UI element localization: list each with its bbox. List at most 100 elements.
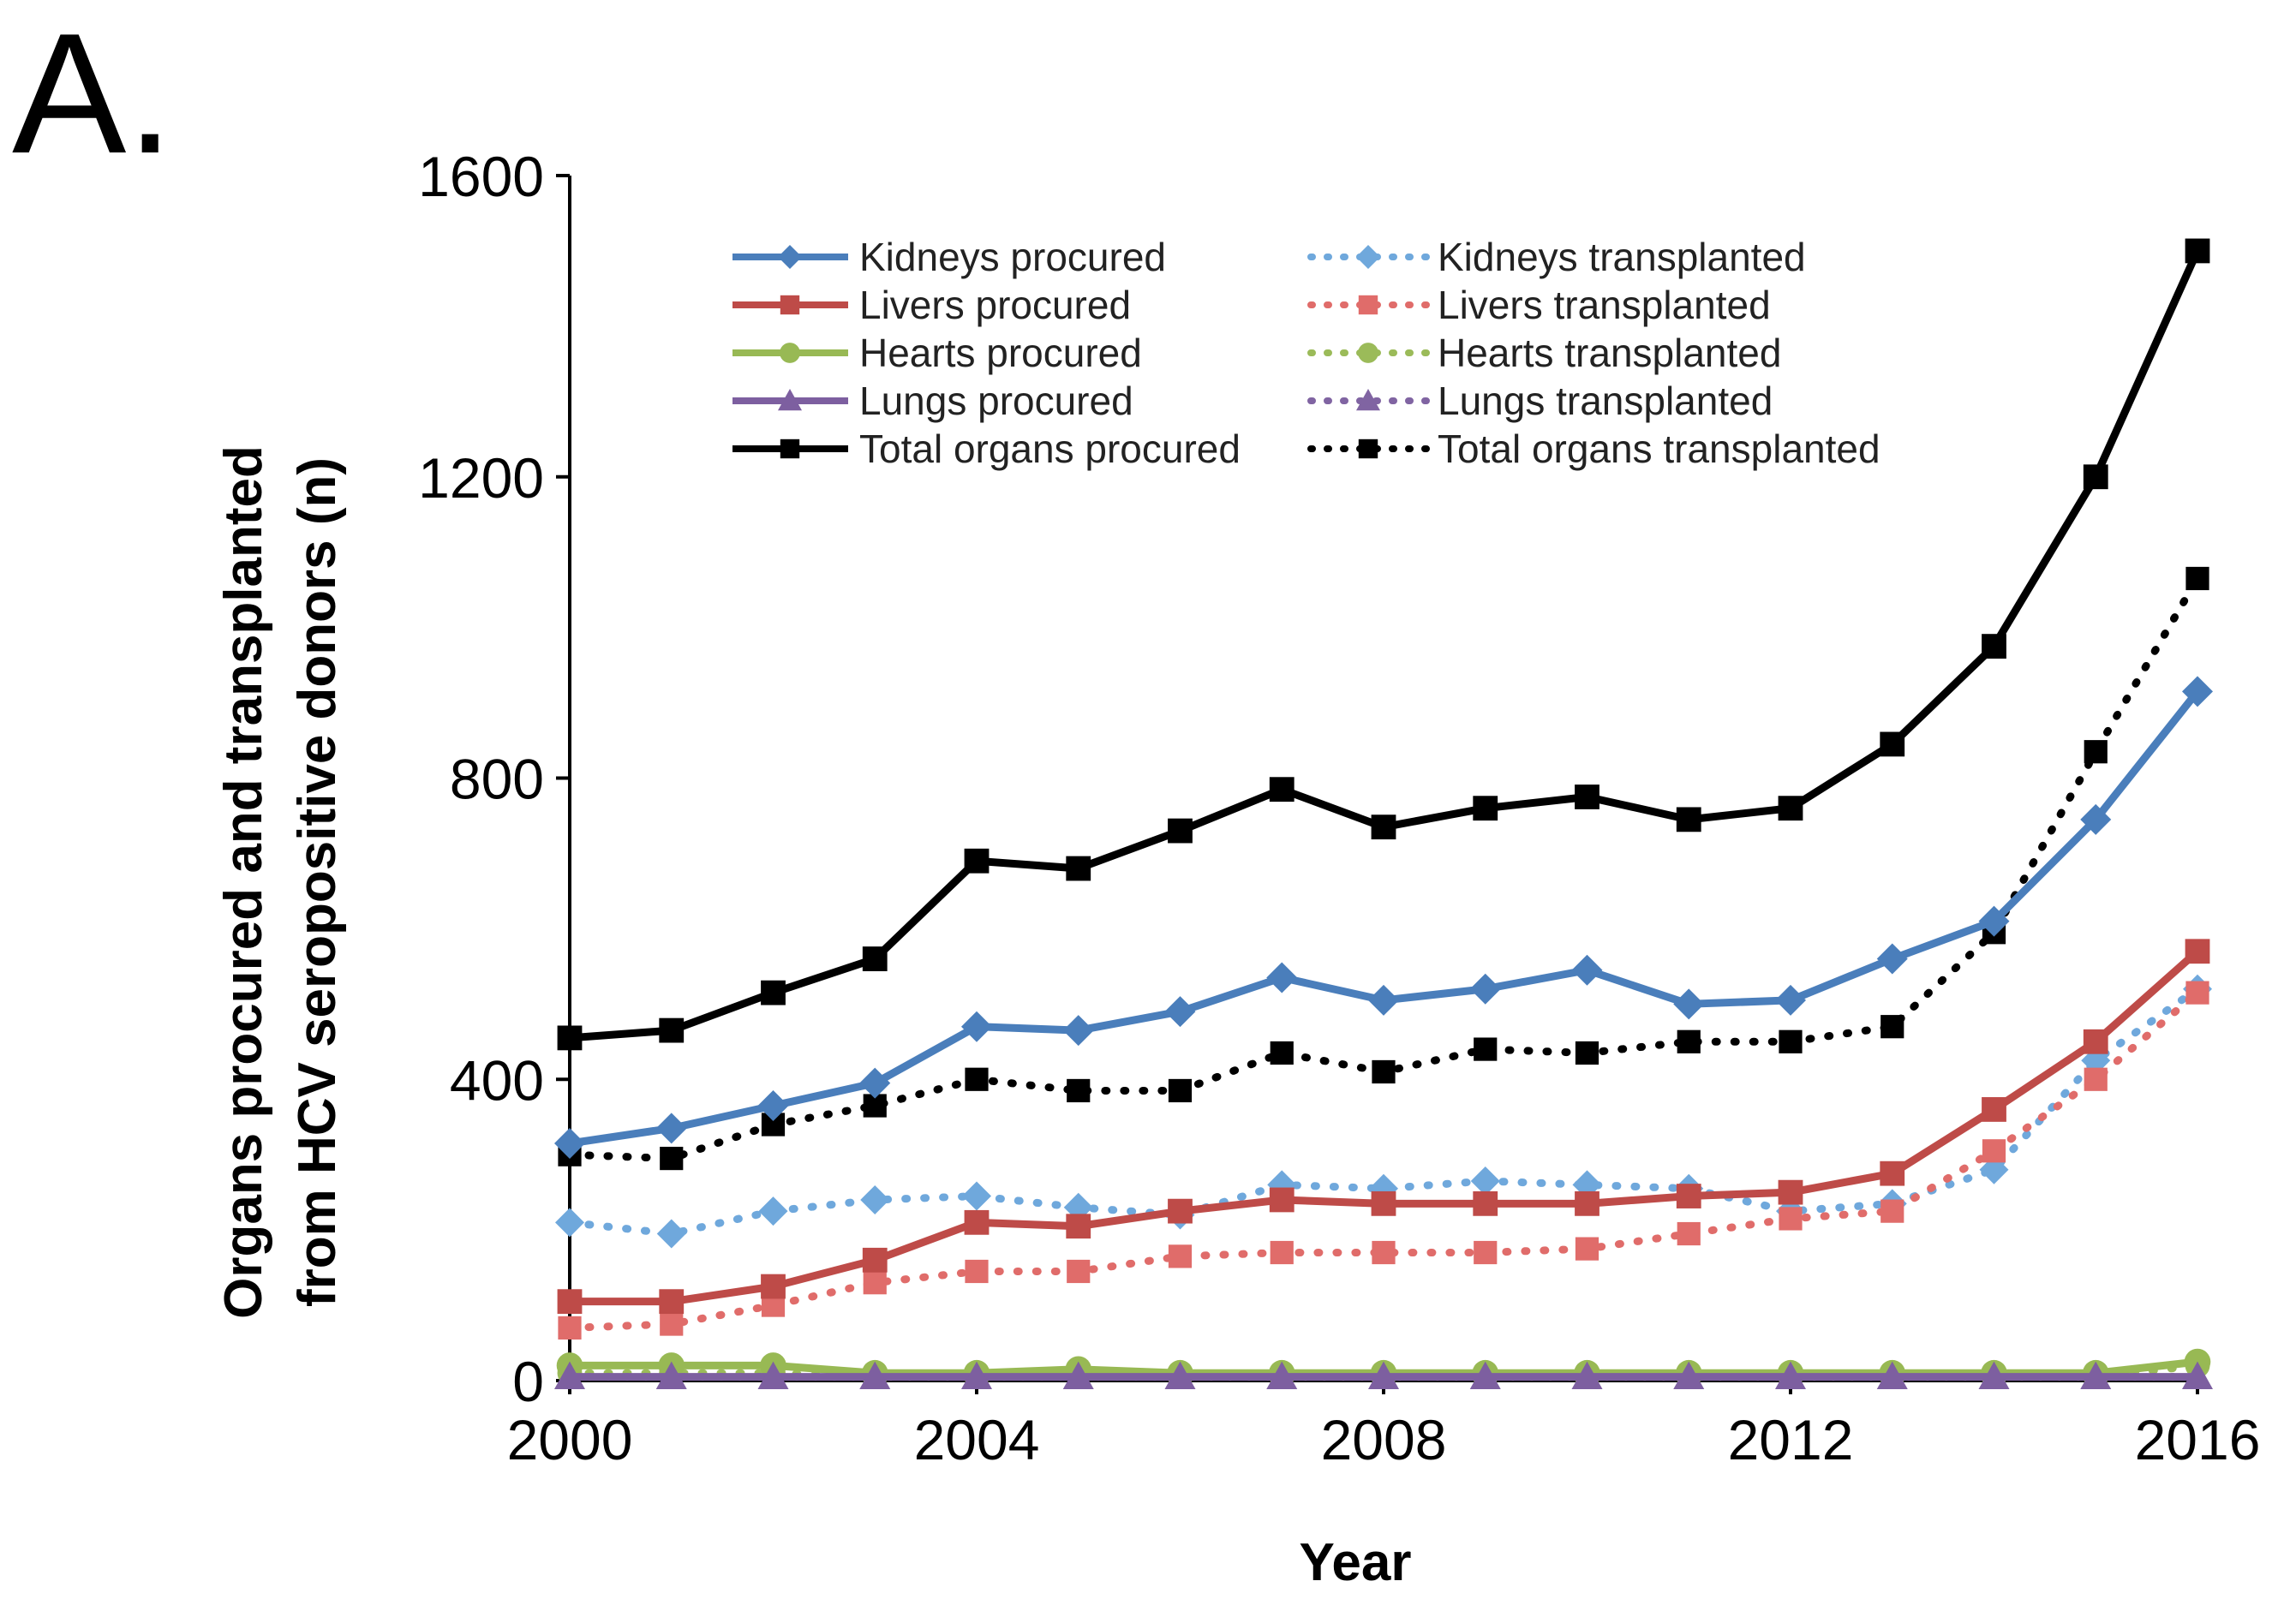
x-tick-label: 2008 [1321,1408,1447,1471]
legend-item-kidneys-transplanted: Kidneys transplanted [1307,235,1806,279]
data-point [1571,1361,1603,1390]
data-point [1270,1240,1294,1265]
legend-label: Lungs procured [859,379,1133,423]
data-point [2185,566,2209,591]
data-point [2083,464,2108,490]
data-point [1474,1037,1498,1061]
data-point [1978,905,2010,937]
data-point [2185,238,2210,264]
panel-label: A. [12,0,174,189]
data-point [659,1017,685,1043]
legend-item-lungs-procured: Lungs procured [732,379,1133,423]
data-point [660,1312,684,1336]
data-point [1978,1361,2010,1390]
data-point [962,1181,991,1211]
data-point [1775,1361,1806,1390]
data-point [862,946,888,971]
series-total-organs-procured [557,238,2210,1051]
data-point [1778,1179,1803,1205]
x-tick-label: 2000 [507,1408,633,1471]
x-tick-label: 2016 [2135,1408,2261,1471]
y-axis-title-line-1: Organs procured and transplanted [214,445,273,1319]
data-point [2182,676,2213,707]
legend-swatch-marker [780,439,800,459]
data-point [859,1361,891,1390]
y-tick-label: 1600 [418,145,544,208]
data-point [2080,1361,2112,1390]
series-livers-transplanted [558,981,2209,1340]
data-point [1067,1259,1091,1284]
data-point [1266,962,1298,993]
y-tick-label: 400 [450,1048,544,1112]
data-point [961,1361,992,1390]
axes: 0 400 800 1200 1600 2000 2004 2008 2012 2016 [418,145,2260,1471]
series-line [569,249,2202,1042]
data-point [2083,1029,2108,1054]
data-point [1677,1029,1701,1053]
y-axis-title-line-2: from HCV seropositive donors (n) [288,457,347,1307]
y-tick-label: 1200 [418,446,544,510]
data-point [758,1196,788,1226]
data-point [1575,1190,1599,1216]
legend-swatch-marker [1356,245,1380,269]
data-point [1469,1361,1501,1390]
legend-item-hearts-transplanted: Hearts transplanted [1307,331,1781,375]
data-point [557,1025,583,1051]
data-point [1168,818,1193,844]
plot-area [554,238,2213,1390]
data-point [964,1209,990,1235]
data-point [1673,1361,1705,1390]
data-point [1164,1361,1196,1390]
data-point [1168,1244,1193,1268]
data-point [860,1184,890,1214]
legend-label: Kidneys procured [859,235,1166,279]
data-point [1779,1207,1803,1231]
data-point [655,1361,687,1390]
data-point [1575,1041,1599,1065]
legend-swatch-marker [778,389,802,411]
data-point [2182,1361,2213,1390]
legend-swatch-marker [1356,389,1380,411]
data-point [2185,939,2210,964]
y-tick-label: 0 [512,1350,544,1413]
data-point [1469,973,1501,1005]
data-point [1880,731,1905,757]
data-point [1778,796,1803,821]
data-point [558,1316,582,1340]
data-point [660,1146,684,1171]
data-point [1880,1015,1904,1039]
data-point [656,1219,686,1249]
x-axis-title: Year [1299,1533,1411,1592]
data-point [1062,1361,1094,1390]
legend-label: Hearts procured [859,331,1142,375]
data-point [1269,777,1294,802]
data-point [1371,1190,1396,1216]
legend-item-livers-transplanted: Livers transplanted [1307,283,1771,327]
data-point [761,1274,786,1299]
data-point [862,1247,888,1273]
y-tick-label: 800 [450,748,544,811]
data-point [1066,856,1091,881]
data-point [1168,1198,1193,1224]
data-point [1164,996,1196,1028]
data-point [1880,1160,1905,1186]
legend-item-kidneys-procured: Kidneys procured [732,235,1166,279]
data-point [659,1289,685,1315]
data-point [964,848,990,874]
x-tick-label: 2012 [1728,1408,1854,1471]
legend-item-livers-procured: Livers procured [732,283,1131,327]
series-kidneys-procured [554,676,2213,1159]
legend-item-hearts-procured: Hearts procured [732,331,1142,375]
data-point [655,1113,687,1144]
series-livers-procured [557,939,2210,1315]
legend-swatch-marker [1358,295,1378,315]
data-point [1676,1184,1701,1208]
data-point [554,1361,585,1390]
legend-label: Livers transplanted [1438,283,1771,327]
data-point [1982,634,2006,659]
series-lungs-procured [554,1361,2213,1390]
legend-swatch-marker [778,245,802,269]
data-point [1474,1240,1498,1265]
legend-swatch-marker [1358,343,1378,363]
